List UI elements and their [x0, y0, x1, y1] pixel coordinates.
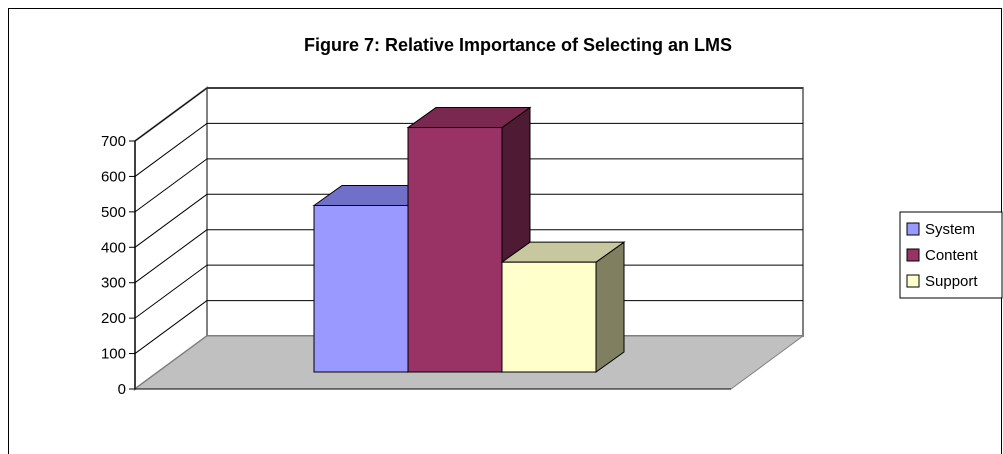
legend: System Content Support	[906, 221, 978, 290]
bar-side	[595, 241, 625, 373]
gridline-side	[134, 158, 208, 213]
gridline-side	[134, 123, 208, 177]
legend-label-support: Support	[925, 273, 978, 290]
legend-swatch-support	[906, 274, 920, 288]
legend-label-system: System	[925, 221, 975, 238]
bar-front	[501, 261, 597, 373]
y-tick-label: 500	[101, 204, 126, 221]
bar-support	[500, 241, 626, 373]
bar-front	[407, 127, 503, 373]
y-tick-label: 600	[101, 168, 126, 185]
y-tick-label: 300	[101, 275, 126, 292]
legend-swatch-system	[906, 222, 920, 236]
gridline-side	[134, 87, 208, 142]
legend-label-content: Content	[925, 247, 978, 264]
chart-title: Figure 7: Relative Importance of Selecti…	[304, 35, 732, 55]
y-axis	[134, 141, 731, 390]
y-tick-label: 0	[118, 381, 126, 398]
gridline-side	[134, 300, 208, 354]
y-tick-label: 200	[101, 310, 126, 327]
bar-front	[313, 204, 409, 373]
y-tick-label: 700	[101, 133, 126, 150]
bars	[312, 106, 626, 373]
y-axis-ticks: 0 100 200 300 400 500 600 700	[101, 133, 135, 398]
gridline-side	[134, 229, 208, 284]
y-tick-label: 100	[101, 346, 126, 363]
gridline-side	[134, 264, 208, 319]
gridline-side	[134, 193, 208, 248]
y-tick-label: 400	[101, 239, 126, 256]
legend-swatch-content	[906, 248, 920, 262]
